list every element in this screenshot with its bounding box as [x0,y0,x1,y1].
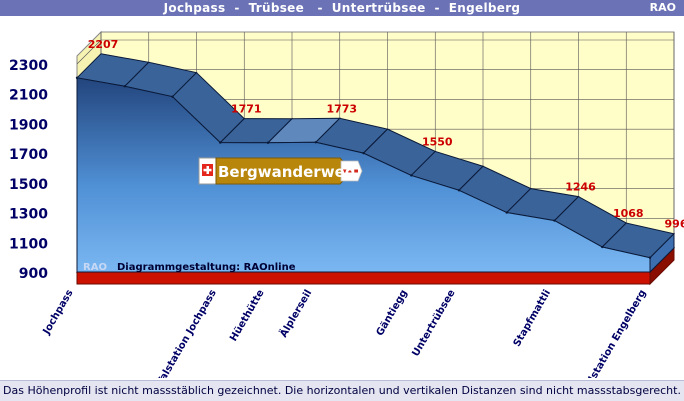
profile-end-cap [649,232,675,274]
floor-front [76,271,651,285]
trail-sign: Bergwanderweg [198,157,363,185]
y-tick-label: 1500 [9,177,48,193]
y-tick-label: 1100 [9,236,48,252]
title-bar: Jochpass - Trübsee - Untertrübsee - Enge… [0,0,684,16]
data-label: 1246 [565,181,596,194]
data-point [75,76,79,80]
data-point [362,151,365,155]
profile-area-front [76,77,651,273]
flag-cross-horizontal [203,168,212,172]
title-badge: RAO [649,1,676,14]
data-label: 1773 [326,102,357,115]
y-tick-label: 2100 [9,88,48,104]
data-point [171,95,174,98]
data-label: 1550 [422,135,453,148]
footer-note: Das Höhenprofil ist nicht massstäblich g… [0,380,684,401]
sign-red-stripe [343,169,358,173]
x-category-label: Gäntiegg [375,288,410,338]
chart-title: Jochpass - Trübsee - Untertrübsee - Enge… [163,1,521,15]
x-category-label: Jochpass [41,288,76,337]
data-point [553,219,556,222]
x-category-label: Älplerseil [276,287,315,340]
data-point [314,141,317,144]
credit-text: Diagrammgestaltung: RAOnline [117,262,296,273]
y-tick-label: 1700 [9,147,48,163]
y-tick-label: 900 [19,266,48,282]
data-point [410,174,413,177]
data-point [601,245,604,249]
data-label: 996 [665,218,684,231]
x-category-label: Talstation Jochpass [155,288,219,378]
x-category-label: Stapfmattli [512,288,553,349]
gridline-side [76,39,102,65]
data-point [123,85,126,88]
y-tick-label: 1300 [9,207,48,223]
sign-label: Bergwanderweg [218,163,355,181]
x-category-label: Talstation Engelberg [581,288,649,378]
data-label: 1771 [231,103,262,116]
data-label: 2207 [88,38,119,51]
elevation-profile-chart: 900 1100 1300 1500 1700 1900 2100 2300 Jochpass… [9,30,684,378]
data-point [648,256,652,259]
data-point [457,189,461,192]
y-tick-label: 1900 [9,117,48,133]
data-label: 1068 [613,207,644,220]
data-point [219,141,222,144]
data-point [505,211,508,214]
x-category-label: Untertrübsee [410,288,457,359]
y-tick-label: 2300 [9,58,48,74]
data-point [266,141,270,144]
x-category-label: Hüethütte [228,288,266,344]
rao-watermark: RAO [83,262,107,273]
